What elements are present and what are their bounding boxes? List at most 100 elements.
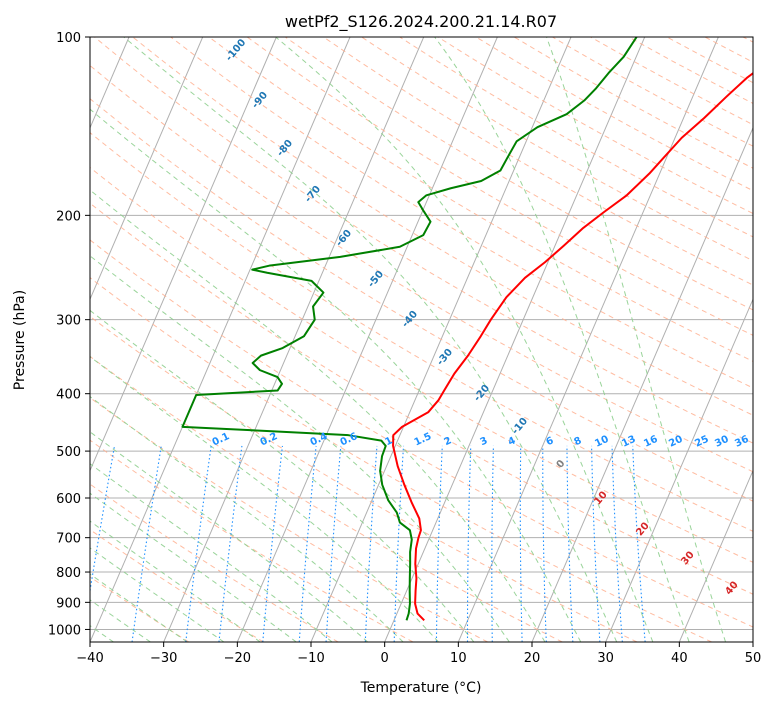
mixing-ratio-label: 0.2	[259, 431, 280, 448]
mixing-ratio-label: 36	[733, 434, 750, 450]
dry-adiabat-label: -30	[435, 347, 455, 368]
dry-adiabat	[208, 37, 753, 362]
moist-adiabat	[90, 255, 510, 642]
mixing-ratio-label: 0.1	[211, 431, 232, 448]
dry-adiabat	[90, 166, 753, 563]
dry-adiabat	[90, 576, 190, 642]
dry-adiabat-label: -90	[250, 90, 270, 111]
dry-adiabat-label: -50	[366, 269, 386, 290]
x-tick-label: −10	[297, 651, 324, 666]
dry-adiabat	[90, 132, 753, 532]
isotherm-line	[163, 37, 425, 642]
mixing-ratio-label: 6	[544, 435, 555, 448]
moist-adiabat	[546, 37, 727, 642]
dry-adiabat	[132, 37, 753, 416]
moist-adiabat	[90, 356, 439, 642]
mixing-ratio-label: 1	[383, 435, 394, 448]
line-labels: -100-90-80-70-60-50-40-30-20-100.1 0.2 0.4…	[211, 37, 751, 597]
profile-lines	[181, 37, 753, 621]
mixing-ratio-line	[591, 445, 601, 642]
dry-adiabat	[284, 37, 753, 311]
moist-adiabat	[123, 37, 618, 642]
moist-adiabat	[275, 37, 654, 642]
mixing-ratio-line	[131, 445, 162, 642]
y-tick-label: 800	[56, 566, 81, 581]
isotherm-line	[90, 37, 204, 301]
dry-adiabat	[90, 202, 753, 595]
temperature-profile	[392, 72, 753, 621]
mixing-ratio-lines	[90, 445, 646, 642]
mixing-ratio-line	[435, 445, 443, 642]
plot-area: -100-90-80-70-60-50-40-30-20-100.1 0.2 0.4…	[90, 37, 753, 642]
moist-adiabat	[90, 309, 475, 642]
mixing-ratio-line	[185, 445, 212, 642]
isotherm-line	[605, 297, 753, 642]
moist-adiabat	[90, 573, 188, 642]
moist-adiabats	[90, 37, 727, 642]
dry-adiabat	[475, 37, 753, 192]
y-tick-label: 500	[56, 445, 81, 460]
dry-adiabat-label: -20	[472, 383, 492, 404]
mixing-ratio-label: 10	[593, 434, 610, 450]
isotherm-line	[752, 640, 753, 642]
moist-adiabat	[90, 108, 582, 642]
y-tick-label: 100	[56, 31, 81, 46]
dry-adiabat	[552, 37, 753, 147]
dry-adiabat	[90, 277, 712, 642]
moist-adiabat	[90, 431, 369, 642]
moist-adiabat	[434, 37, 690, 642]
dry-adiabat	[704, 37, 753, 63]
moist-adiabat	[90, 395, 404, 642]
mixing-ratio-label: 4	[506, 435, 517, 448]
dry-adiabat-label: -80	[275, 138, 295, 159]
dry-adiabat	[90, 439, 414, 642]
y-tick-label: 400	[56, 388, 81, 403]
dry-adiabat	[437, 37, 753, 215]
mixing-ratio-line	[632, 445, 646, 642]
isotherm-line	[457, 37, 719, 642]
dry-adiabat	[90, 483, 339, 642]
mixing-ratio-line	[218, 445, 243, 642]
x-tick-label: −40	[76, 651, 103, 666]
moist-adiabat	[90, 520, 261, 642]
dry-adiabat	[90, 397, 488, 642]
dry-adiabat	[590, 37, 753, 126]
dry-adiabat-label: -60	[334, 228, 354, 249]
y-tick-label: 600	[56, 492, 81, 507]
dry-adiabat	[90, 315, 638, 642]
moist-adiabat	[90, 463, 333, 642]
y-tick-label: 1000	[48, 623, 81, 638]
mixing-ratio-label: 2	[442, 435, 453, 448]
moist-adiabat	[90, 189, 546, 642]
dry-adiabat-label: -70	[303, 184, 323, 205]
mixing-ratio-label: 8	[572, 435, 583, 448]
isotherm-line	[90, 37, 351, 642]
mixing-ratio-label: 25	[693, 434, 710, 450]
isotherm-line	[531, 126, 753, 642]
dry-adiabat	[90, 239, 753, 628]
dry-adiabat	[246, 37, 753, 336]
isotherm-line	[678, 469, 753, 642]
isotherm-line	[90, 37, 277, 472]
mixing-ratio-line	[298, 445, 317, 642]
dry-adiabat	[94, 37, 753, 444]
mixing-ratio-line	[364, 445, 378, 642]
x-tick-label: 50	[745, 651, 762, 666]
y-axis-label: Pressure (hPa)	[12, 290, 28, 390]
x-tick-label: −30	[150, 651, 177, 666]
chart-title: wetPf2_S126.2024.200.21.14.R07	[285, 12, 557, 32]
mixing-ratio-label: 0.6	[339, 431, 360, 448]
axes: −40 −30 −20 −10 0 10 20 30 40 5010020030040050060…	[48, 31, 761, 666]
x-tick-label: 10	[450, 651, 467, 666]
dry-adiabats	[90, 37, 753, 642]
y-tick-label: 900	[56, 596, 81, 611]
moist-adiabat-label: 20	[634, 520, 651, 538]
dry-adiabat-label: -40	[400, 309, 420, 330]
mixing-ratio-label: 13	[620, 434, 637, 450]
mixing-ratio-line	[519, 445, 523, 642]
x-tick-label: 30	[597, 651, 614, 666]
dry-adiabat	[170, 37, 753, 389]
x-tick-label: 20	[524, 651, 541, 666]
